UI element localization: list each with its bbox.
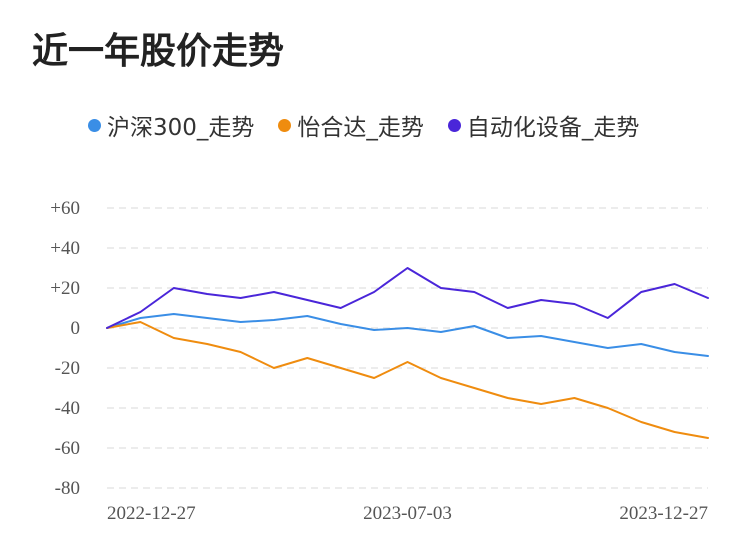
legend-item-automation[interactable]: 自动化设备_走势 (447, 108, 640, 142)
legend-dot-icon (278, 118, 292, 132)
y-tick-label: +40 (50, 238, 80, 259)
chart-title: 近一年股价走势 (32, 31, 285, 72)
x-tick-label: 2022-12-27 (107, 503, 196, 524)
legend-item-yiheda[interactable]: 怡合达_走势 (278, 108, 424, 142)
y-tick-label: -40 (55, 398, 80, 419)
y-tick-label: +20 (50, 278, 80, 299)
legend-label: 自动化设备_走势 (466, 115, 640, 141)
y-tick-label: -60 (55, 438, 80, 459)
series-line-1 (106, 321, 709, 439)
legend-dot-icon (447, 118, 461, 132)
series-line-0 (106, 313, 709, 357)
y-tick-label: -20 (55, 358, 80, 379)
y-tick-label: +60 (50, 198, 80, 219)
x-tick-label: 2023-12-27 (619, 503, 708, 524)
legend: 沪深300_走势 怡合达_走势 自动化设备_走势 (88, 108, 663, 142)
y-tick-label: 0 (71, 318, 81, 339)
legend-label: 怡合达_走势 (297, 115, 424, 141)
legend-label: 沪深300_走势 (107, 115, 255, 141)
legend-dot-icon (88, 118, 101, 132)
x-tick-label: 2023-07-03 (363, 503, 452, 524)
legend-item-hs300[interactable]: 沪深300_走势 (88, 108, 254, 142)
y-tick-label: -80 (55, 478, 80, 499)
series-line-2 (106, 267, 709, 329)
